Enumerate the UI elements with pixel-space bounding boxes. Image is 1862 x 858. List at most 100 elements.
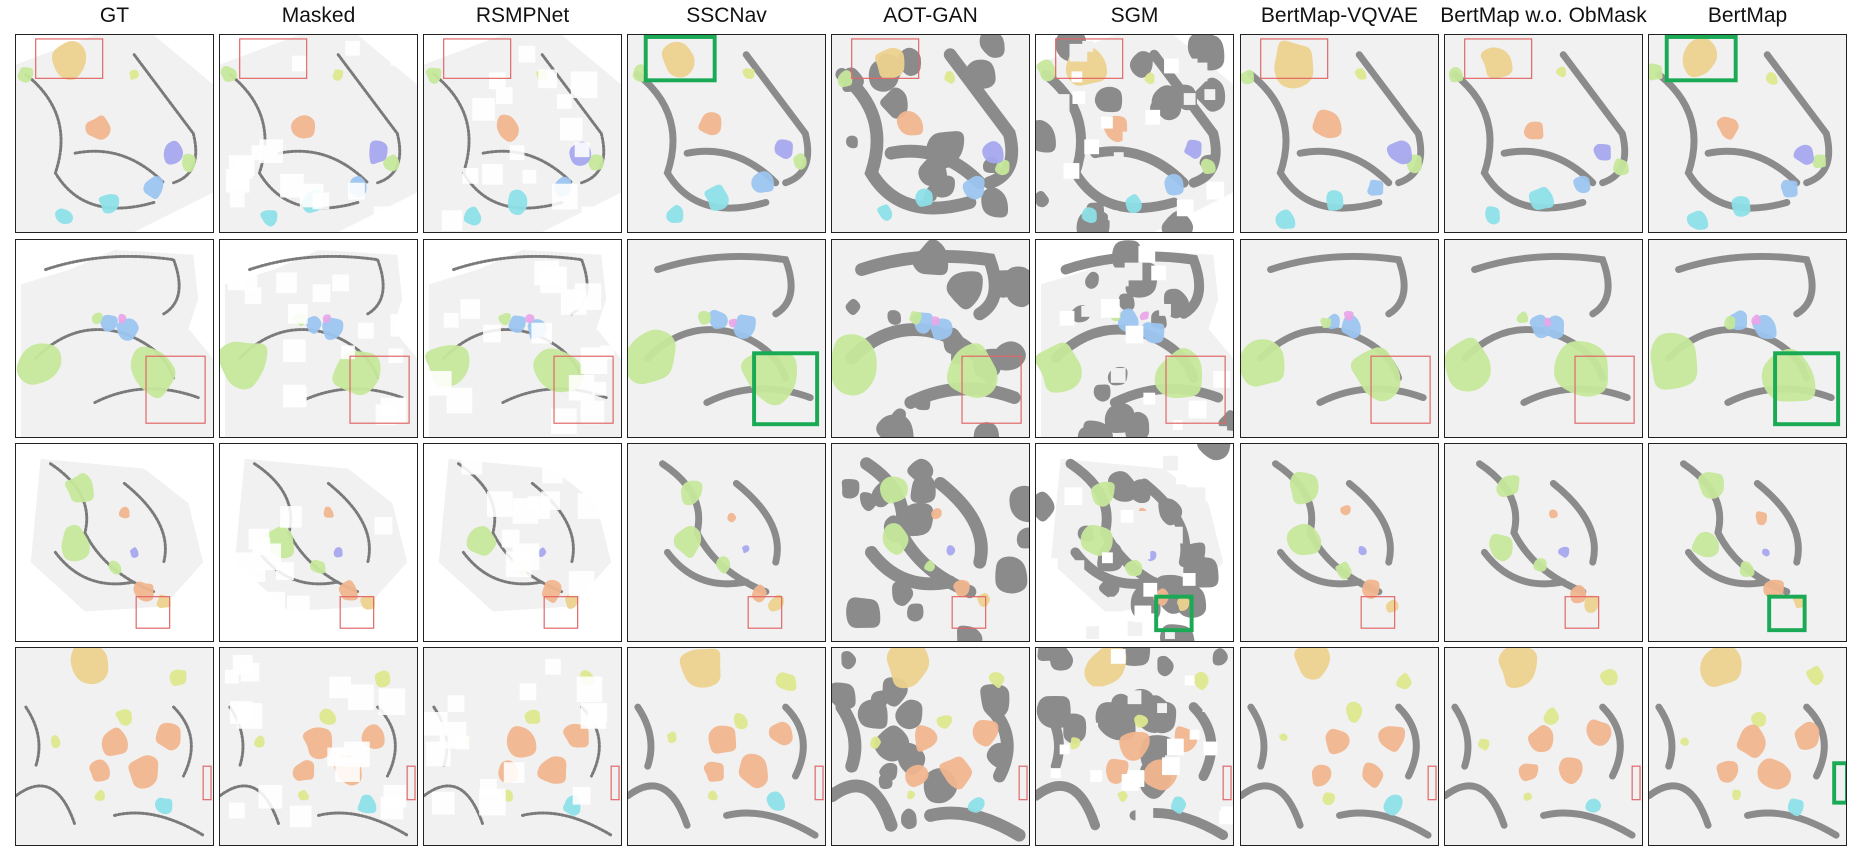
masked-patch	[344, 741, 370, 768]
semantic-object	[1558, 546, 1570, 558]
semantic-object	[1091, 481, 1115, 507]
obstacle	[878, 773, 893, 790]
semantic-object	[98, 194, 120, 214]
semantic-object	[383, 154, 400, 172]
obstacle	[1753, 479, 1802, 566]
masked-patch	[378, 688, 406, 715]
column-header-bertmap-vqvae: BertMap-VQVAE	[1260, 4, 1419, 27]
obstacle	[220, 784, 281, 827]
highlight-box	[1832, 761, 1846, 805]
semantic-object	[1682, 37, 1718, 78]
checker-artifact	[1068, 560, 1085, 576]
masked-patch	[462, 167, 479, 184]
checker-artifact	[1206, 181, 1225, 200]
obstacle	[1036, 120, 1056, 153]
semantic-object	[931, 316, 940, 326]
mask-region-box	[349, 355, 410, 424]
obstacle	[845, 135, 858, 149]
obstacle	[1445, 782, 1508, 829]
map-tile	[423, 34, 622, 233]
semantic-object	[1124, 559, 1143, 577]
semantic-object	[768, 721, 793, 746]
masked-patch	[251, 145, 267, 161]
checker-artifact	[1108, 596, 1124, 612]
mask-region-box	[1427, 765, 1437, 801]
semantic-object	[936, 715, 953, 729]
checker-artifact	[1143, 582, 1158, 597]
semantic-object	[742, 68, 755, 79]
semantic-object	[1275, 209, 1296, 229]
semantic-object	[707, 790, 718, 801]
map-image	[16, 648, 213, 845]
map-tile	[219, 647, 418, 846]
masked-patch	[487, 491, 513, 517]
checker-artifact	[1166, 526, 1183, 544]
checker-artifact	[1183, 93, 1196, 105]
semantic-object	[118, 506, 130, 519]
map-tile	[627, 34, 826, 233]
mask-region-box	[239, 38, 308, 79]
map-image	[424, 240, 621, 437]
checker-artifact	[1041, 449, 1057, 465]
map-tile	[1648, 34, 1847, 233]
semantic-object	[733, 314, 756, 339]
semantic-object	[1350, 347, 1401, 402]
semantic-object	[1584, 595, 1599, 613]
semantic-object	[1724, 316, 1736, 330]
masked-patch	[254, 543, 282, 571]
obstacle	[841, 479, 860, 499]
map-tile	[15, 647, 214, 846]
map-image	[628, 35, 825, 232]
obstacle	[897, 502, 934, 537]
checker-artifact	[1059, 203, 1075, 219]
semantic-object	[1134, 714, 1149, 728]
semantic-object	[1326, 190, 1344, 211]
semantic-object	[1070, 737, 1081, 750]
obstacle	[965, 59, 996, 89]
map-image	[16, 444, 213, 641]
masked-patch	[518, 45, 536, 63]
checker-artifact	[1151, 265, 1167, 281]
obstacle	[1471, 252, 1612, 318]
mask-region-box	[951, 596, 987, 629]
semantic-object	[322, 317, 344, 341]
semantic-object	[1385, 599, 1399, 613]
obstacle	[924, 806, 1026, 842]
semantic-object	[1036, 342, 1082, 393]
map-image	[628, 240, 825, 437]
masked-patch	[542, 462, 563, 484]
checker-artifact	[1052, 420, 1064, 432]
obstacle	[1184, 542, 1206, 562]
obstacle	[634, 703, 655, 770]
checker-artifact	[1059, 310, 1075, 326]
obstacle	[1763, 51, 1833, 187]
semantic-object	[305, 316, 322, 334]
masked-patch	[329, 676, 352, 699]
semantic-object	[680, 480, 703, 506]
semantic-object	[94, 789, 105, 801]
semantic-object	[698, 112, 722, 136]
obstacle	[1241, 782, 1304, 829]
obstacle	[832, 779, 898, 832]
semantic-object	[939, 756, 973, 790]
semantic-object	[302, 727, 333, 760]
column-header-gt: GT	[99, 4, 130, 27]
obstacle	[846, 597, 881, 628]
masked-patch	[390, 39, 417, 66]
map-image	[220, 240, 417, 437]
masked-patch	[578, 453, 594, 469]
semantic-object	[1117, 790, 1128, 802]
semantic-object	[1279, 733, 1288, 742]
semantic-object	[1543, 317, 1552, 327]
semantic-object	[374, 670, 391, 688]
map-image	[1241, 648, 1438, 845]
semantic-object	[16, 343, 62, 385]
semantic-object	[768, 594, 785, 612]
obstacle	[857, 699, 888, 729]
masked-patch	[446, 387, 473, 414]
checker-artifact	[1127, 690, 1142, 705]
semantic-object	[1358, 545, 1367, 556]
highlight-box	[1154, 594, 1194, 633]
map-tile	[1648, 443, 1847, 642]
mask-region-box	[553, 355, 614, 424]
